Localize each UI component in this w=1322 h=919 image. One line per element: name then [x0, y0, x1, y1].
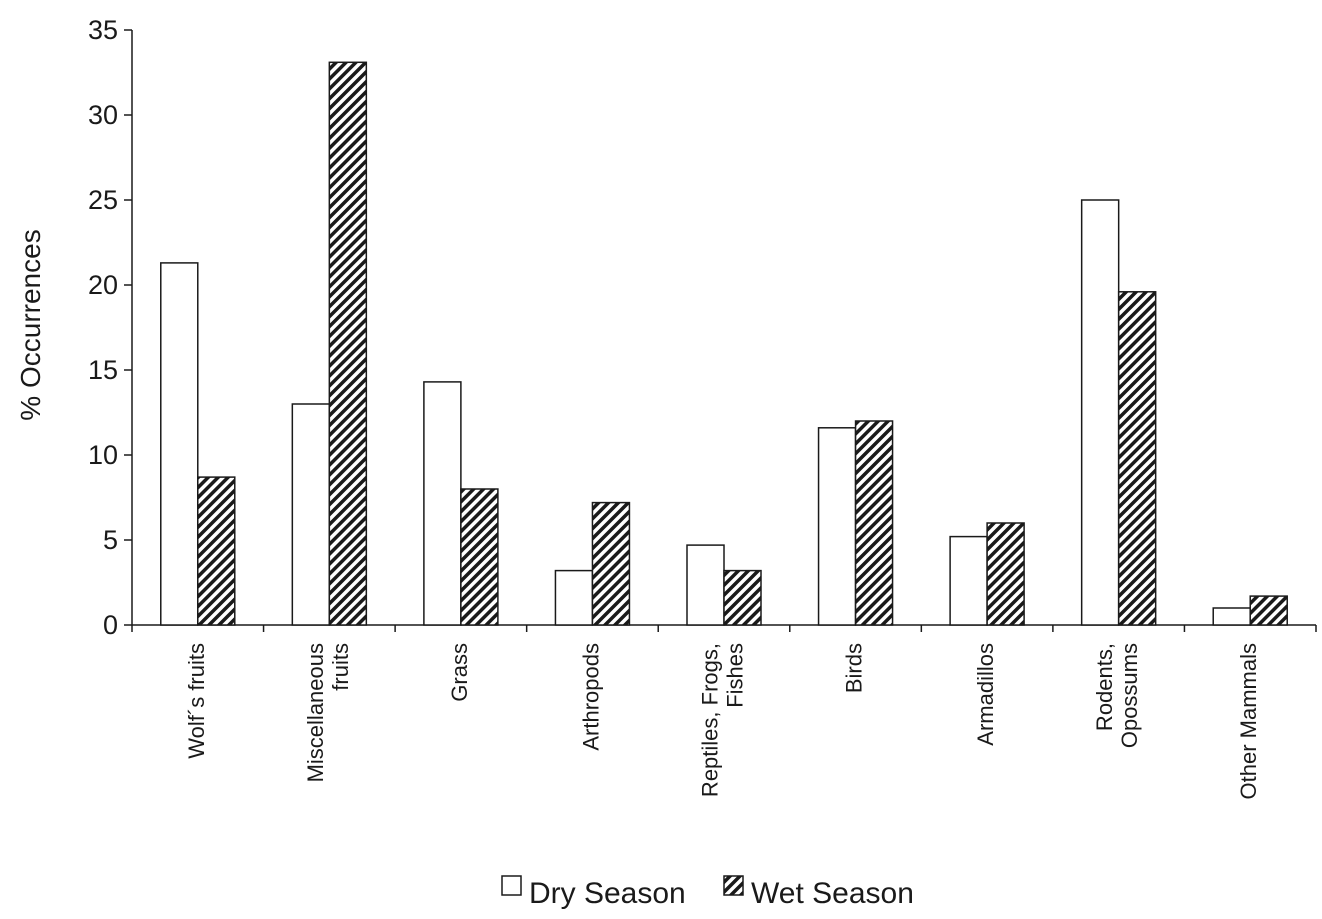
x-category-label-line: Wolf´s fruits: [184, 643, 209, 759]
y-tick-label: 0: [103, 610, 118, 640]
bar-dry-7: [1082, 200, 1119, 625]
x-category-label: Birds: [842, 643, 867, 693]
x-category-label: Miscellaneous fruits: [303, 643, 353, 782]
x-category-label-line: Arthropods: [578, 643, 603, 751]
bar-dry-3: [555, 571, 592, 625]
x-category-label-line: Other Mammals: [1236, 643, 1261, 799]
bar-wet-3: [592, 503, 629, 625]
y-tick-label: 35: [88, 15, 118, 45]
bar-dry-6: [950, 537, 987, 625]
x-category-label-line: Armadillos: [973, 643, 998, 746]
x-category-label: Rodents, Opossums: [1092, 643, 1142, 748]
y-tick-label: 30: [88, 100, 118, 130]
legend-label-wet: Wet Season: [751, 877, 914, 910]
bar-wet-5: [856, 421, 893, 625]
bar-dry-2: [424, 382, 461, 625]
x-category-label: Arthropods: [578, 643, 603, 751]
x-category-label-line: fruits: [328, 643, 353, 691]
x-category-label-line: Opossums: [1117, 643, 1142, 748]
bar-dry-5: [819, 428, 856, 625]
x-category-label: Armadillos: [973, 643, 998, 746]
bar-wet-8: [1250, 596, 1287, 625]
x-category-label-line: Birds: [842, 643, 867, 693]
bar-dry-1: [292, 404, 329, 625]
x-category-label-line: Grass: [447, 643, 472, 702]
bar-wet-1: [329, 62, 366, 625]
bar-dry-8: [1213, 608, 1250, 625]
x-category-label-line: Rodents,: [1092, 643, 1117, 731]
legend-swatch-wet: [724, 876, 743, 895]
bar-wet-6: [987, 523, 1024, 625]
x-category-label: Reptiles, Frogs, Fishes: [698, 643, 748, 797]
bar-wet-0: [198, 477, 235, 625]
plot-area: 0 5 10 15 20 25 30 35 Wolf´s fruits Miscellaneous…: [88, 15, 1316, 799]
x-category-label-line: Fishes: [723, 643, 748, 708]
x-category-label: Wolf´s fruits: [184, 643, 209, 759]
y-axis-title: % Occurrences: [15, 229, 46, 420]
x-category-label: Grass: [447, 643, 472, 702]
bar-wet-4: [724, 571, 761, 625]
y-tick-label: 20: [88, 270, 118, 300]
legend-swatch-dry: [502, 876, 521, 895]
x-category-label-line: Miscellaneous: [303, 643, 328, 782]
x-category-label: Other Mammals: [1236, 643, 1261, 799]
bar-wet-7: [1119, 292, 1156, 625]
y-tick-label: 15: [88, 355, 118, 385]
bar-dry-0: [161, 263, 198, 625]
x-category-label-line: Reptiles, Frogs,: [698, 643, 723, 797]
bar-wet-2: [461, 489, 498, 625]
y-tick-label: 10: [88, 440, 118, 470]
bar-dry-4: [687, 545, 724, 625]
legend-label-dry: Dry Season: [529, 877, 686, 910]
legend: Dry Season Wet Season: [502, 876, 914, 910]
y-tick-label: 5: [103, 525, 118, 555]
y-tick-label: 25: [88, 185, 118, 215]
